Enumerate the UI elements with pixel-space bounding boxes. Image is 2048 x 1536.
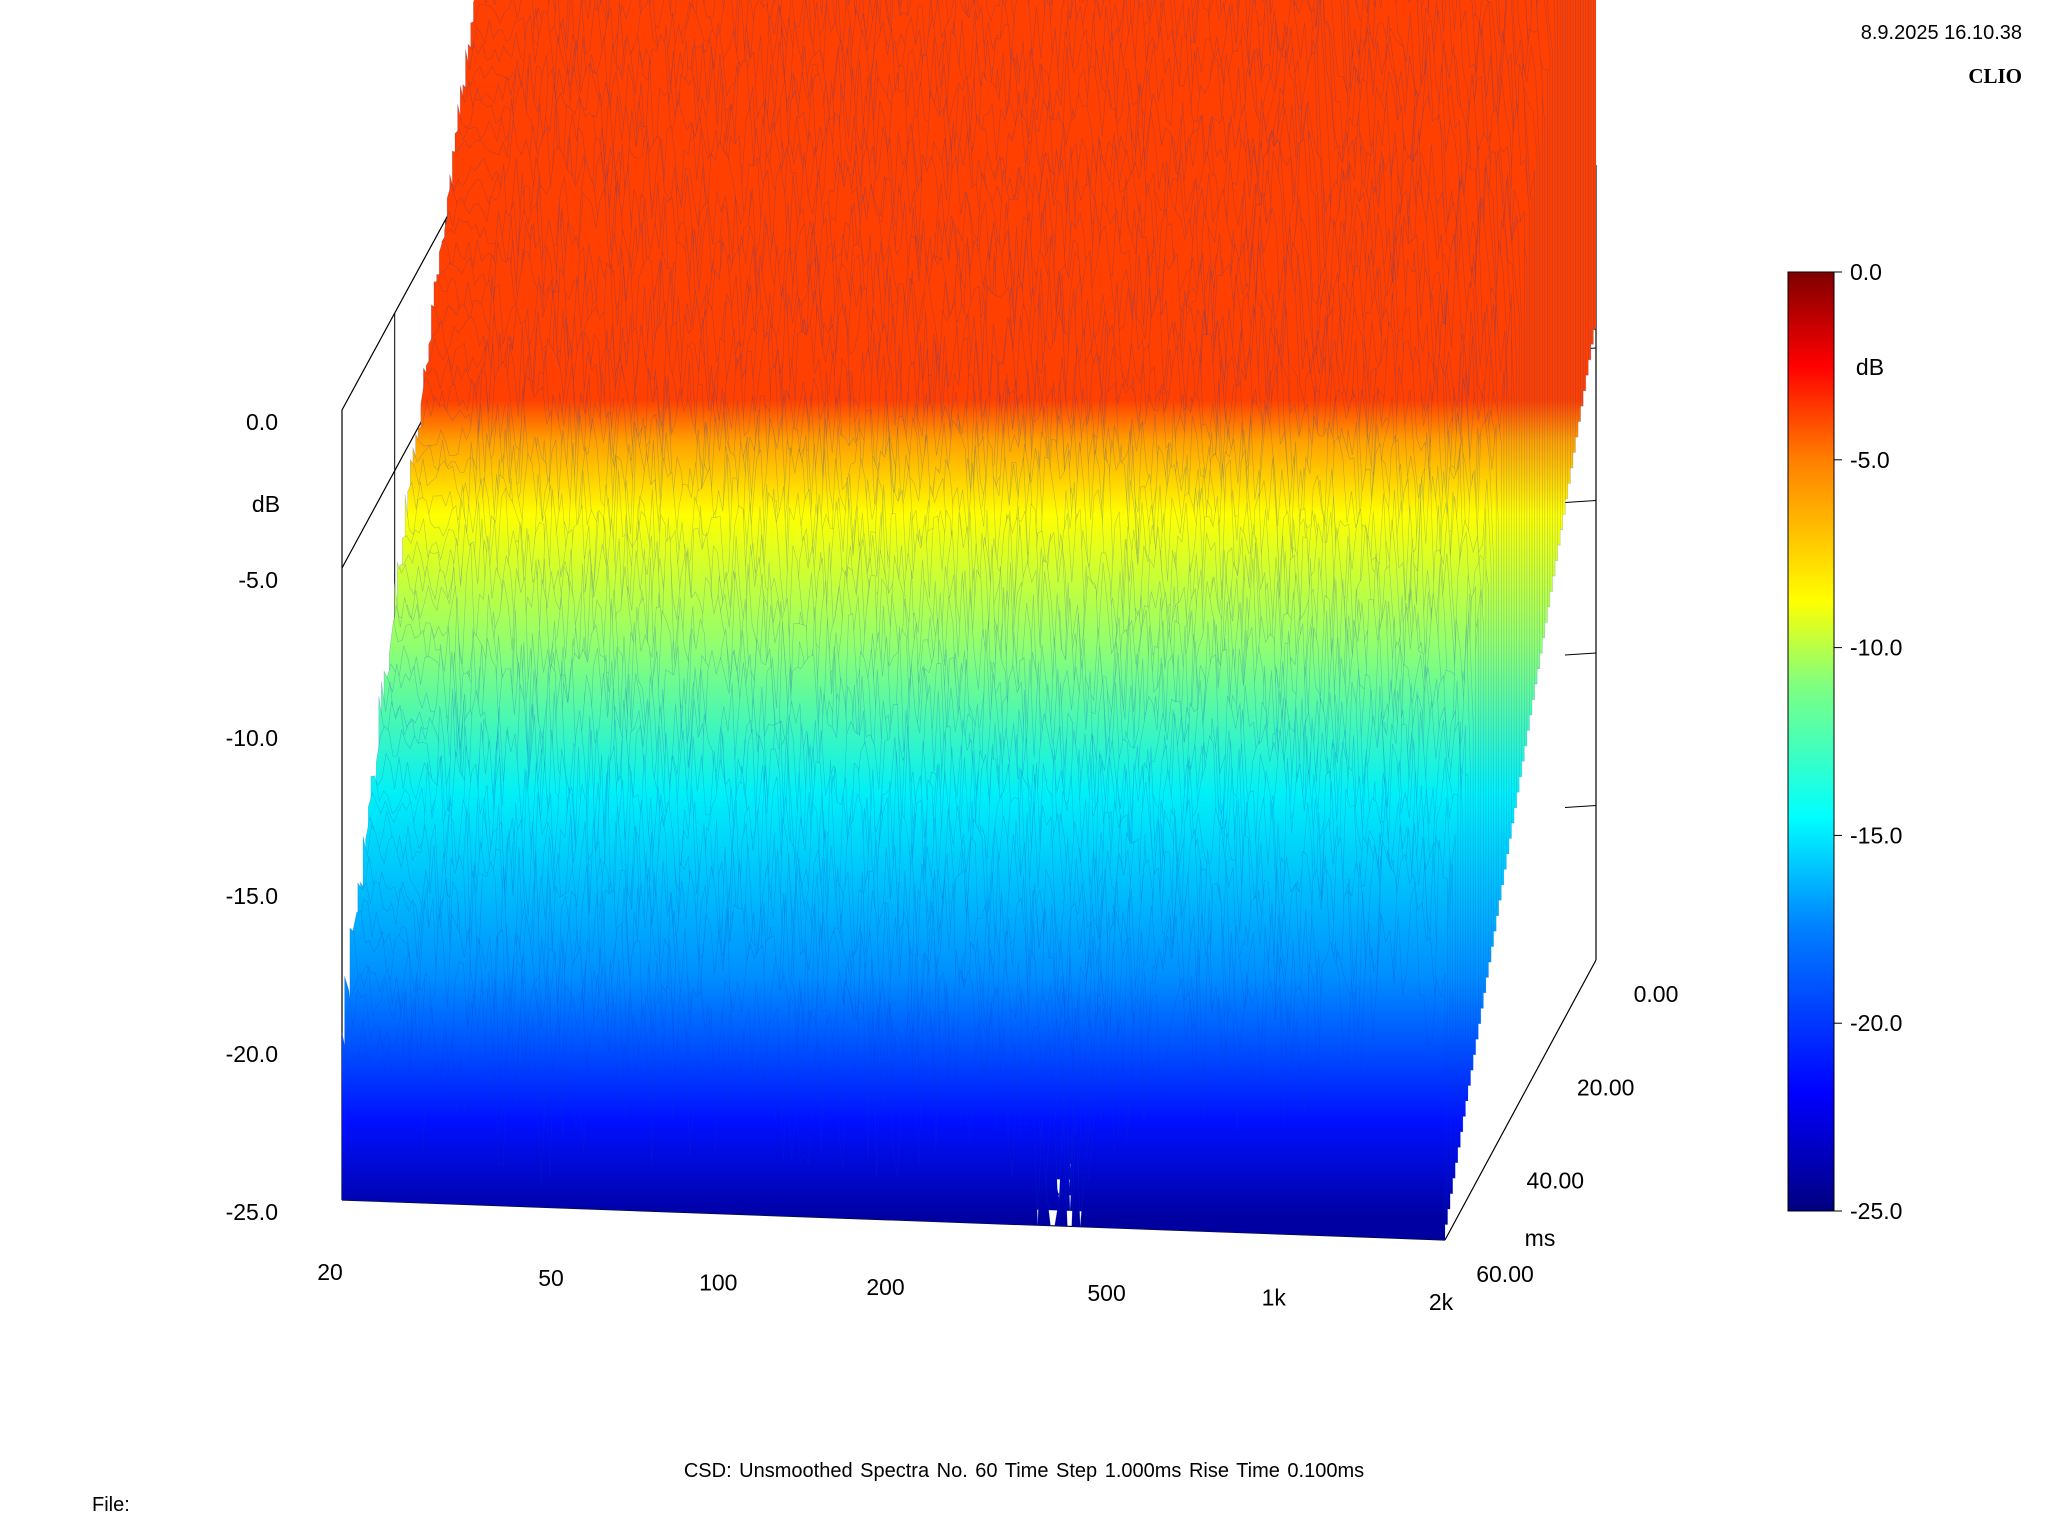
y-tick-label: -25.0 bbox=[226, 1199, 278, 1225]
right-wall-grid-line bbox=[1564, 500, 1597, 503]
x-tick-label: 100 bbox=[699, 1269, 737, 1295]
colorbar-tick-label: 0.0 bbox=[1850, 259, 1882, 285]
colorbar-tick-label: -15.0 bbox=[1850, 822, 1902, 848]
y-tick-label: -5.0 bbox=[238, 567, 278, 593]
x-tick-label: 50 bbox=[538, 1265, 564, 1291]
waterfall-spectrum-slice bbox=[341, 881, 1446, 1241]
x-axis-ticks: 20 50 100 200 500 1k 2k bbox=[317, 1259, 1453, 1315]
x-tick-label: 500 bbox=[1087, 1280, 1125, 1306]
z-tick-label: 20.00 bbox=[1577, 1074, 1635, 1100]
colorbar: 0.0 -5.0 -10.0 -15.0 -20.0 -25.0 dB bbox=[1787, 259, 1902, 1224]
right-wall-grid-line bbox=[1564, 805, 1597, 808]
colorbar-tick-label: -25.0 bbox=[1850, 1198, 1902, 1224]
z-tick-label: 40.00 bbox=[1527, 1168, 1585, 1194]
colorbar-ticks: 0.0 -5.0 -10.0 -15.0 -20.0 -25.0 bbox=[1834, 259, 1902, 1224]
brand-logo-text: CLIO bbox=[1968, 64, 2022, 88]
y-tick-label: 0.0 bbox=[246, 409, 278, 435]
right-wall-grid-line bbox=[1564, 652, 1597, 656]
x-tick-label: 20 bbox=[317, 1259, 343, 1285]
colorbar-gradient-bar bbox=[1787, 271, 1835, 1212]
x-tick-label: 1k bbox=[1262, 1284, 1287, 1310]
colorbar-tick-label: -5.0 bbox=[1850, 447, 1890, 473]
z-tick-label: 0.00 bbox=[1634, 981, 1679, 1007]
z-axis-label: ms bbox=[1525, 1225, 1556, 1251]
y-tick-label: -20.0 bbox=[226, 1041, 278, 1067]
timestamp: 8.9.2025 16.10.38 bbox=[1860, 22, 2022, 44]
colorbar-tick-label: -10.0 bbox=[1850, 635, 1902, 661]
waterfall-surface bbox=[341, 0, 1597, 1241]
y-tick-label: -10.0 bbox=[226, 725, 278, 751]
colorbar-tick-label: -20.0 bbox=[1850, 1010, 1902, 1036]
frame-right-bottom bbox=[1444, 959, 1597, 1241]
y-axis-ticks: 0.0 -5.0 -10.0 -15.0 -20.0 -25.0 bbox=[226, 409, 278, 1225]
y-tick-label: -15.0 bbox=[226, 883, 278, 909]
z-tick-label: 60.00 bbox=[1476, 1261, 1534, 1287]
x-tick-label: 200 bbox=[866, 1274, 904, 1300]
z-axis-ticks: 0.00 20.00 40.00 60.00 bbox=[1476, 981, 1678, 1287]
file-label: File: bbox=[92, 1494, 130, 1516]
measurement-info: CSD: Unsmoothed Spectra No. 60 Time Step… bbox=[683, 1460, 1365, 1482]
colorbar-label: dB bbox=[1856, 354, 1884, 380]
y-axis-label: dB bbox=[252, 491, 280, 517]
x-tick-label: 2k bbox=[1429, 1289, 1454, 1315]
